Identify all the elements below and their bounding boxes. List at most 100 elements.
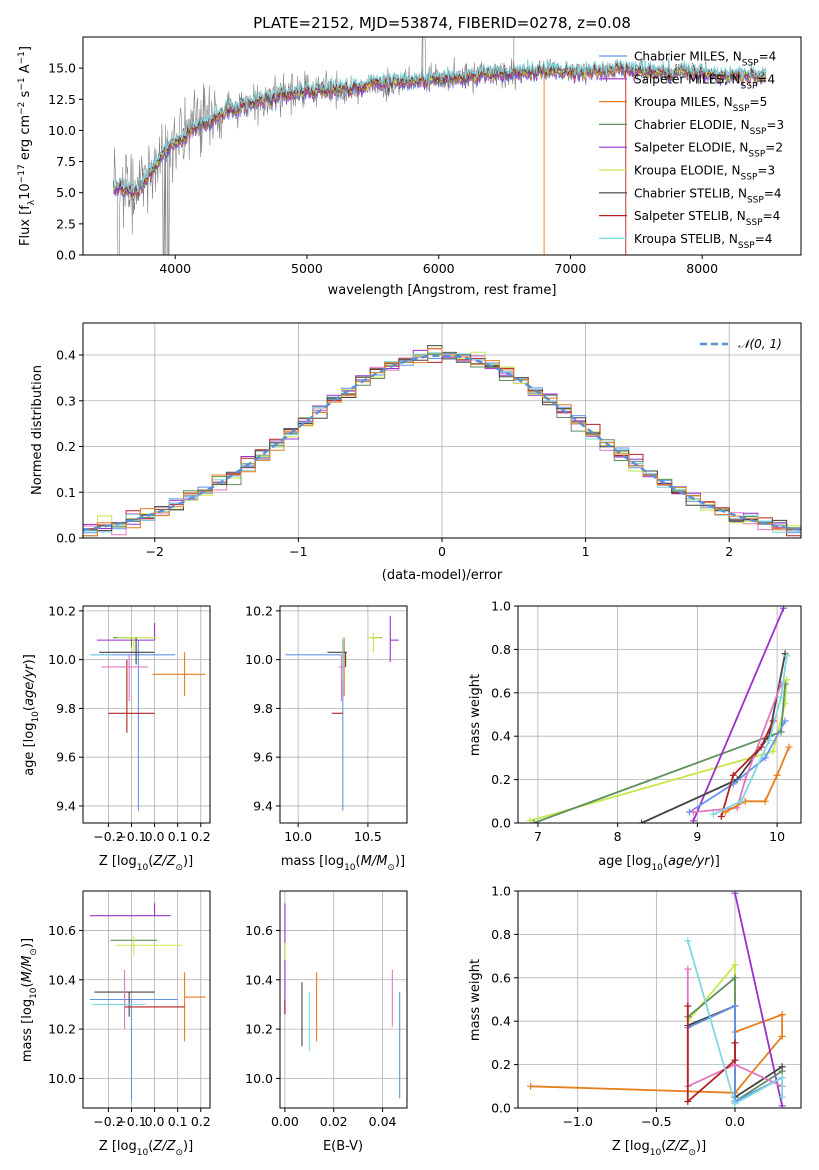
mass-weight-marker: [684, 937, 692, 945]
y-tick-label: 0.2: [491, 772, 511, 787]
mass-weight-marker: [731, 1056, 739, 1064]
x-tick-label: 4000: [159, 261, 191, 276]
y-tick-label: 10.6: [245, 923, 273, 938]
x-tick-label: 2: [725, 544, 733, 559]
x-tick-label: 10: [769, 829, 785, 844]
x-tick-label: 7000: [555, 261, 587, 276]
mass-weight-marker: [777, 693, 785, 701]
residual-x-label: (data-model)/error: [382, 568, 503, 583]
errorbar-point: [92, 640, 176, 811]
mass-weight-marker: [757, 743, 765, 751]
mass-weight-marker: [778, 1074, 786, 1082]
x-tick-label: −1.0: [563, 1114, 593, 1129]
y-tick-label: 10.0: [48, 123, 76, 138]
x-tick-label: 10.0: [284, 829, 312, 844]
y-tick-label: 10.0: [48, 1071, 76, 1086]
weight-z-y-label: mass weight: [468, 959, 483, 1041]
x-tick-label: 0.2: [191, 1114, 211, 1129]
mass-weight-marker: [689, 817, 697, 823]
x-tick-label: 0: [438, 544, 446, 559]
x-tick-label: 0.04: [369, 1114, 397, 1129]
age_vs_mass-frame: [279, 605, 408, 824]
errorbar-point: [89, 903, 171, 917]
mass-weight-marker: [638, 819, 646, 823]
mass_weight_vs_age-plot: [526, 606, 793, 823]
y-tick-label: 10.4: [245, 972, 273, 987]
mass_vs_ebv-axes: 0.00 0.02 0.04 10.0 10.2 10.4 10.6: [245, 890, 408, 1129]
legend-entry: 𝒩(0, 1): [738, 337, 782, 351]
legend-entry: Salpeter MILES, NSSP=4: [634, 72, 775, 91]
mass-weight-marker: [689, 808, 697, 816]
y-tick-label: 0.3: [56, 393, 76, 408]
mass_weight_vs_Z-frame: [517, 890, 802, 1109]
x-tick-label: −0.5: [641, 1114, 671, 1129]
x-tick-label: −0.2: [93, 829, 123, 844]
y-tick-label: 9.8: [56, 701, 76, 716]
mass-weight-series: [720, 720, 774, 817]
mass-weight-marker: [769, 747, 777, 755]
y-tick-label: 7.5: [56, 154, 76, 169]
y-tick-label: 10.2: [245, 603, 273, 618]
mass-weight-marker: [761, 797, 769, 805]
mass-weight-marker: [765, 737, 773, 745]
mass-weight-marker: [526, 817, 534, 823]
y-tick-label: 10.4: [48, 972, 76, 987]
x-tick-label: 0.0: [145, 1114, 165, 1129]
age_vs_mass-axes: 10.0 10.5 9.4 9.6 9.8 10.0 10.2: [245, 603, 408, 844]
y-tick-label: 10.2: [48, 603, 76, 618]
mass-weight-marker: [721, 808, 729, 816]
y-tick-label: 5.0: [56, 185, 76, 200]
spectrum-x-label: wavelength [Angstrom, rest frame]: [328, 283, 557, 298]
weight-z-x-label: Z [log10(Z/Z⊙)]: [612, 1139, 706, 1158]
mass-weight-marker: [684, 1097, 692, 1105]
y-tick-label: 1.0: [491, 884, 511, 899]
y-tick-label: 15.0: [48, 61, 76, 76]
mass-weight-series: [693, 683, 782, 813]
mass-weight-marker: [709, 810, 717, 818]
mass_vs_Z-frame: [82, 890, 211, 1109]
y-tick-label: 10.0: [48, 652, 76, 667]
mass_vs_ebv-plot: [284, 903, 401, 1099]
errorbar-point: [117, 637, 157, 653]
x-tick-label: 8000: [686, 261, 718, 276]
spectrum-frame: [82, 36, 802, 256]
mass-weight-marker: [773, 771, 781, 779]
y-tick-label: 0.0: [56, 248, 76, 263]
errorbar-point: [327, 651, 347, 667]
mass-weight-marker: [761, 754, 769, 762]
mass-weight-marker: [778, 1093, 786, 1101]
y-tick-label: 2.5: [56, 216, 76, 231]
mass-weight-series: [530, 1013, 783, 1094]
errorbar-point: [113, 637, 133, 648]
legend-entry: Salpeter ELODIE, NSSP=2: [634, 141, 783, 160]
mass_weight_vs_Z-plot: [527, 891, 786, 1108]
x-tick-label: 0.02: [320, 1114, 348, 1129]
x-tick-label: 0.1: [168, 829, 188, 844]
legend-entry: Kroupa STELIB, NSSP=4: [634, 232, 772, 251]
spectrum-title: PLATE=2152, MJD=53874, FIBERID=0278, z=0…: [253, 14, 631, 32]
age_vs_Z-axes: −0.2−0.10.0 0.1 0.2 9.4 9.6 9.8 10.0 10.2: [48, 603, 211, 844]
mass_vs_Z-axes: −0.2−0.10.0 0.1 0.2 10.0 10.2 10.4 10.6: [48, 890, 211, 1129]
errorbar-point: [89, 998, 178, 1101]
y-tick-label: 10.6: [48, 923, 76, 938]
legend-entry: Chabrier STELIB, NSSP=4: [634, 186, 782, 205]
mass-weight-marker: [731, 961, 739, 969]
legend-entry: Chabrier ELODIE, NSSP=3: [634, 118, 784, 137]
mass-weight-marker: [737, 797, 745, 805]
mass-weight-series: [529, 679, 788, 822]
mass-z-x-label: Z [log10(Z/Z⊙)]: [99, 1139, 193, 1158]
weight-age-y-label: mass weight: [468, 674, 483, 756]
age_vs_mass-plot: [285, 615, 399, 811]
y-tick-label: 0.4: [491, 1014, 511, 1029]
x-tick-label: 5000: [291, 261, 323, 276]
x-tick-label: −2: [146, 544, 164, 559]
y-tick-label: 1.0: [491, 599, 511, 614]
y-tick-label: 0.0: [491, 816, 511, 831]
x-tick-label: 0.1: [168, 1114, 188, 1129]
mass-weight-marker: [717, 812, 725, 820]
errorbar-point: [285, 640, 344, 811]
x-tick-label: −0.2: [93, 1114, 123, 1129]
x-tick-label: 0.2: [191, 829, 211, 844]
y-tick-label: 0.6: [491, 685, 511, 700]
